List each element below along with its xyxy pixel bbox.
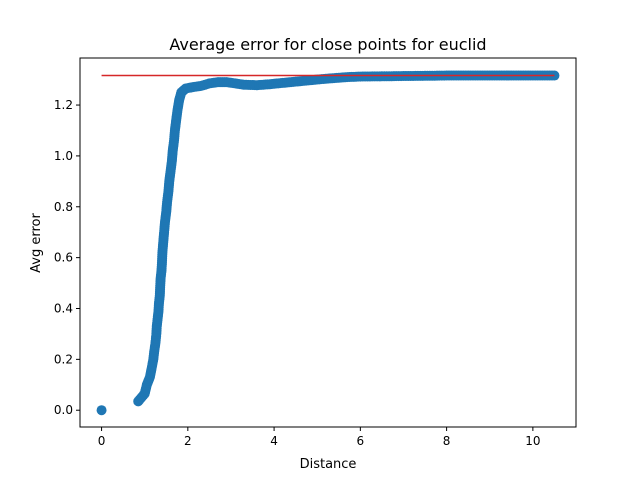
- scatter-point: [96, 405, 107, 416]
- y-tick-label: 0.4: [54, 301, 73, 315]
- y-axis-ticks: 0.0 0.2 0.4 0.6 0.8 1.0 1.2: [54, 98, 80, 417]
- x-axis-label: Distance: [300, 457, 357, 472]
- chart-title: Average error for close points for eucli…: [169, 35, 486, 54]
- y-tick-label: 0.8: [54, 200, 73, 214]
- x-tick-label: 8: [443, 434, 451, 448]
- axes-frame: [79, 57, 577, 428]
- x-axis-ticks: 0 2 4 6 8 10: [98, 427, 541, 448]
- x-tick-label: 0: [98, 434, 106, 448]
- x-tick-label: 2: [184, 434, 192, 448]
- x-tick-label: 4: [270, 434, 278, 448]
- x-tick-label: 6: [357, 434, 365, 448]
- y-tick-label: 0.2: [54, 352, 73, 366]
- y-tick-label: 1.0: [54, 149, 73, 163]
- y-axis-label: Avg error: [29, 213, 44, 273]
- y-tick-label: 0.0: [54, 403, 73, 417]
- x-tick-label: 10: [525, 434, 540, 448]
- y-tick-label: 1.2: [54, 98, 73, 112]
- plot-area: [96, 70, 560, 416]
- y-tick-label: 0.6: [54, 251, 73, 265]
